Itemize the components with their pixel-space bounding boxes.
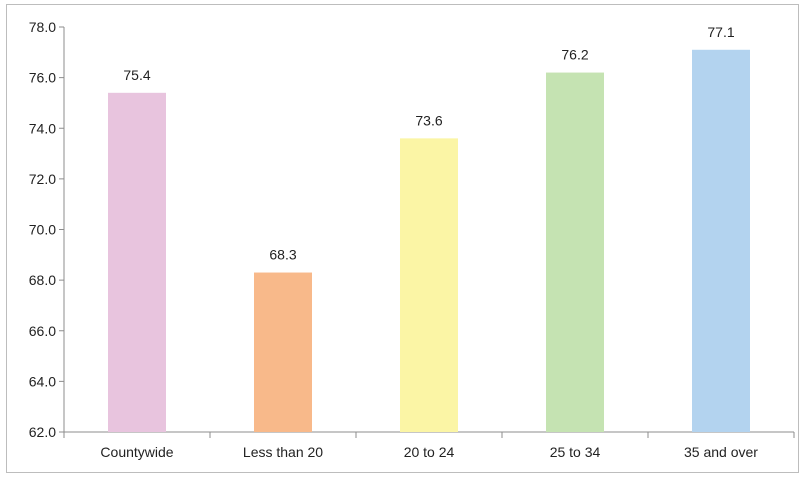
x-tick-label: Less than 20	[243, 444, 323, 460]
y-tick-label: 62.0	[29, 424, 56, 440]
x-tick-label: 25 to 34	[550, 444, 601, 460]
x-tick-label: 35 and over	[684, 444, 758, 460]
y-axis-ticks: 62.0 64.0 66.0 68.0 70.0 72.0 74.0 76.0 78.0	[29, 19, 64, 440]
bar-value-label: 73.6	[415, 112, 442, 128]
bar-value-label: 68.3	[269, 247, 296, 263]
y-tick-label: 74.0	[29, 120, 56, 136]
x-tick-label: 20 to 24	[404, 444, 455, 460]
bar-value-label: 76.2	[561, 47, 588, 63]
bar	[546, 72, 604, 432]
bar-value-label: 77.1	[707, 24, 734, 40]
data-labels: 75.4 68.3 73.6 76.2 77.1	[123, 24, 734, 263]
bars	[108, 49, 750, 432]
bar-value-label: 75.4	[123, 67, 150, 83]
bar	[400, 138, 458, 432]
y-tick-label: 64.0	[29, 373, 56, 389]
y-tick-label: 72.0	[29, 171, 56, 187]
y-tick-label: 78.0	[29, 19, 56, 35]
y-tick-label: 70.0	[29, 222, 56, 238]
x-tick-label: Countywide	[100, 444, 173, 460]
y-tick-label: 66.0	[29, 323, 56, 339]
bar	[254, 272, 312, 432]
bar	[108, 92, 166, 432]
y-tick-label: 68.0	[29, 272, 56, 288]
y-tick-label: 76.0	[29, 70, 56, 86]
bar	[692, 49, 750, 432]
x-axis-ticks: Countywide Less than 20 20 to 24 25 to 34 35…	[63, 432, 795, 460]
